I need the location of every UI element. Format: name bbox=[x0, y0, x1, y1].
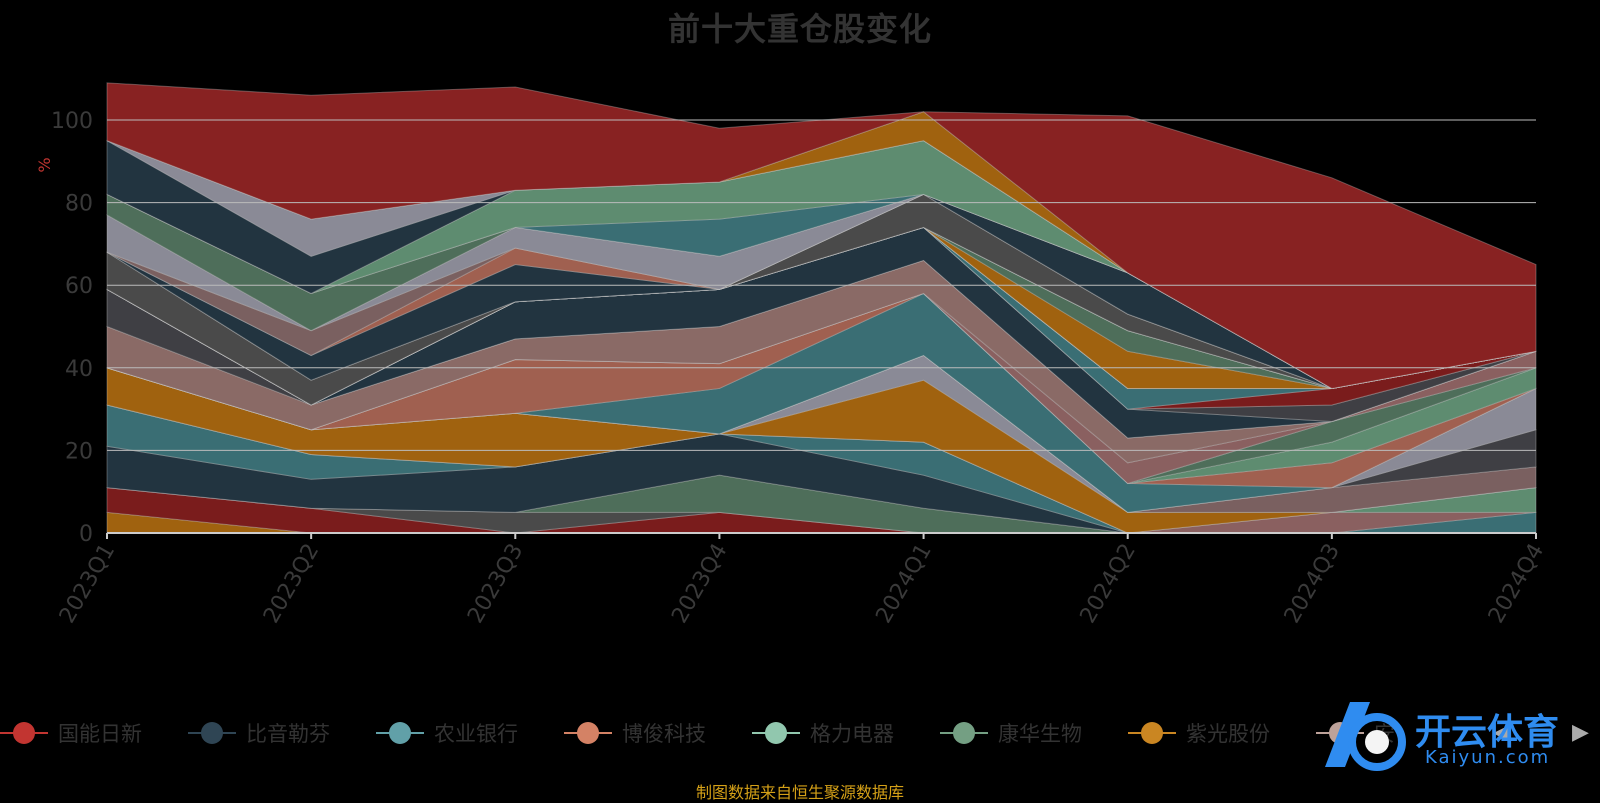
legend-dot bbox=[765, 722, 787, 744]
legend-item[interactable]: 康华生物 bbox=[940, 718, 1082, 748]
legend-item[interactable]: 国能日新 bbox=[0, 718, 142, 748]
watermark-text: 开云体育 bbox=[1415, 712, 1560, 753]
legend-prev-button[interactable]: ◀ bbox=[1493, 720, 1510, 745]
legend-dot bbox=[953, 722, 975, 744]
x-tick-label: 2023Q4 bbox=[667, 540, 732, 628]
kaiyun-logo-icon bbox=[1325, 702, 1406, 771]
legend-marker bbox=[376, 722, 424, 744]
x-tick-label: 2024Q1 bbox=[871, 540, 936, 628]
legend-dot bbox=[13, 722, 35, 744]
legend-marker bbox=[564, 722, 612, 744]
legend-label: 康华生物 bbox=[998, 722, 1082, 746]
chart-title: 前十大重仓股变化 bbox=[667, 10, 932, 48]
legend-next-button[interactable]: ▶ bbox=[1572, 720, 1589, 745]
legend-item[interactable]: 比音勒芬 bbox=[188, 718, 330, 748]
y-tick-label: 0 bbox=[79, 522, 93, 547]
legend-item[interactable]: 农业银行 bbox=[376, 718, 518, 748]
legend-label: 农业银行 bbox=[434, 722, 518, 746]
legend-label: 国能日新 bbox=[58, 722, 142, 746]
y-tick-label: 100 bbox=[51, 109, 93, 134]
watermark-subtext: Kaiyun.com bbox=[1425, 747, 1551, 768]
legend-marker bbox=[0, 722, 48, 744]
legend-dot bbox=[1141, 722, 1163, 744]
x-tick-label: 2024Q2 bbox=[1076, 540, 1141, 628]
legend-label: 博俊科技 bbox=[622, 722, 706, 746]
x-tick-label: 2024Q4 bbox=[1484, 540, 1549, 628]
legend-marker bbox=[752, 722, 800, 744]
area-series-3 bbox=[106, 474, 1536, 534]
y-axis-label: % bbox=[35, 157, 54, 172]
legend-dot bbox=[201, 722, 223, 744]
x-tick-label: 2024Q3 bbox=[1280, 540, 1345, 628]
legend-marker bbox=[940, 722, 988, 744]
x-tick-label: 2023Q1 bbox=[55, 540, 120, 628]
area-series-45 bbox=[106, 82, 1537, 389]
y-tick-label: 80 bbox=[65, 192, 93, 217]
legend-item[interactable]: 格力电器 bbox=[752, 718, 894, 748]
x-tick-label: 2023Q2 bbox=[259, 540, 324, 628]
legend-marker bbox=[1128, 722, 1176, 744]
legend-dot bbox=[577, 722, 599, 744]
legend-item[interactable]: 紫光股份 bbox=[1128, 718, 1270, 748]
area-series-18 bbox=[106, 259, 1537, 464]
legend-item[interactable]: 博俊科技 bbox=[564, 718, 706, 748]
x-tick-label: 2023Q3 bbox=[463, 540, 528, 628]
y-tick-label: 60 bbox=[65, 274, 93, 299]
legend-label: 格力电器 bbox=[810, 722, 894, 746]
chart-areas bbox=[106, 82, 1537, 534]
y-tick-label: 40 bbox=[65, 357, 93, 382]
y-tick-label: 20 bbox=[65, 439, 93, 464]
stacked-area-chart: 0 20 40 60 80 100% 2023Q1 2023Q2 2023Q3 2023Q4 202… bbox=[35, 82, 1549, 628]
legend-label: 紫光股份 bbox=[1186, 722, 1270, 746]
watermark-logo: 开云体育 Kaiyun.com bbox=[1315, 697, 1600, 777]
legend-dot bbox=[389, 722, 411, 744]
chart-legend: 国能日新比音勒芬农业银行博俊科技格力电器康华生物紫光股份安 bbox=[0, 718, 1600, 748]
source-note: 制图数据来自恒生聚源数据库 bbox=[695, 783, 904, 802]
legend-marker bbox=[188, 722, 236, 744]
legend-label: 比音勒芬 bbox=[246, 722, 330, 746]
